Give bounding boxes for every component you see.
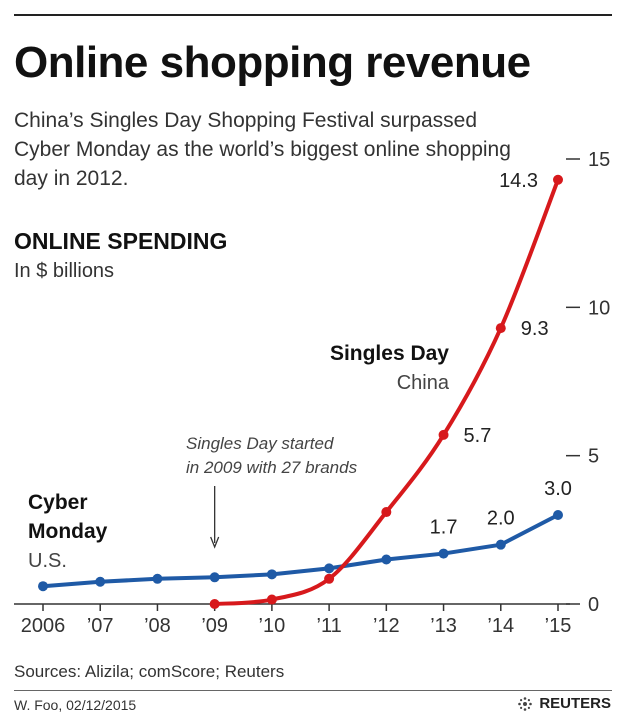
chart-subtitle: China’s Singles Day Shopping Festival su…	[14, 109, 511, 190]
singles-data-point	[495, 323, 506, 334]
cyber-data-point	[152, 573, 163, 584]
singles-data-point	[209, 599, 220, 609]
x-tick-label: ’12	[373, 615, 400, 637]
brand-name: REUTERS	[539, 695, 611, 712]
singles-data-point	[324, 573, 335, 584]
annotation-text: Singles Day started	[186, 434, 334, 453]
singles-series-line	[212, 177, 560, 606]
singles-data-point	[381, 507, 392, 518]
cyber-data-label: 1.7	[430, 517, 458, 539]
cyber-series-line	[41, 513, 560, 589]
bottom-rule	[14, 690, 612, 691]
x-tick-label: ’09	[201, 615, 228, 637]
y-tick-label: 10	[588, 297, 610, 319]
singles-series-name: Singles Day	[330, 342, 449, 365]
reuters-brand: REUTERS	[517, 695, 611, 712]
y-tick-label: 0	[588, 594, 599, 616]
cyber-data-label: 3.0	[544, 478, 572, 500]
cyber-data-point	[495, 539, 506, 550]
annotation-text: in 2009 with 27 brands	[186, 458, 358, 477]
cyber-data-point	[438, 548, 449, 559]
sources-text: Sources: Alizila; comScore; Reuters	[14, 662, 285, 681]
cyber-data-label: 2.0	[487, 508, 515, 530]
singles-data-label: 14.3	[499, 170, 538, 192]
chart-title: Online shopping revenue	[14, 38, 531, 87]
metric-label: ONLINE SPENDING	[14, 228, 228, 254]
cyber-data-point	[266, 569, 277, 580]
x-tick-label: 2006	[21, 615, 66, 637]
singles-data-point	[438, 429, 449, 440]
y-tick-label: 15	[588, 149, 610, 171]
cyber-data-point	[38, 581, 48, 592]
top-rule	[14, 14, 612, 16]
singles-data-point	[266, 594, 277, 605]
singles-data-label: 9.3	[521, 318, 549, 340]
x-tick-label: ’10	[259, 615, 286, 637]
x-tick-label: ’08	[144, 615, 171, 637]
cyber-series-sublabel: U.S.	[28, 550, 67, 572]
x-tick-label: ’14	[487, 615, 514, 637]
x-tick-label: ’15	[545, 615, 572, 637]
y-tick-label: 5	[588, 446, 599, 468]
x-tick-label: ’13	[430, 615, 457, 637]
singles-data-label: 5.7	[464, 425, 492, 447]
credit-text: W. Foo, 02/12/2015	[14, 697, 137, 713]
cyber-data-point	[209, 572, 220, 583]
cyber-data-point	[95, 576, 106, 587]
cyber-data-point	[381, 554, 392, 565]
cyber-data-point	[553, 510, 563, 520]
cyber-series-name: Monday	[28, 520, 108, 543]
singles-series-sublabel: China	[397, 372, 450, 394]
x-tick-label: ’07	[87, 615, 114, 637]
metric-unit: In $ billions	[14, 260, 115, 282]
x-tick-label: ’11	[317, 615, 342, 637]
cyber-series-name: Cyber	[28, 491, 88, 514]
annotation-arrow-head	[210, 536, 220, 549]
reuters-logo-icon	[518, 696, 533, 711]
singles-data-point	[553, 174, 563, 185]
cyber-data-point	[324, 563, 335, 574]
